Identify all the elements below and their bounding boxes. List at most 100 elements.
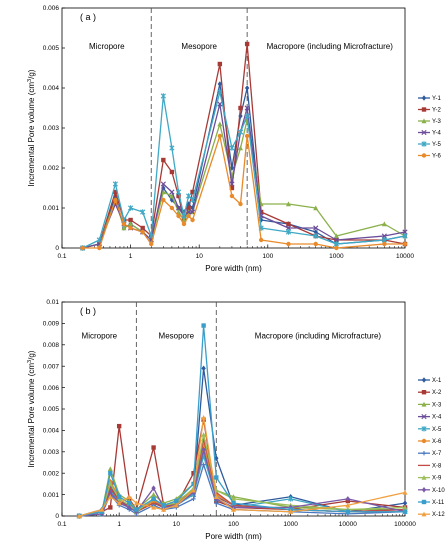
y-tick-label: 0.003	[43, 125, 60, 132]
data-point	[402, 504, 408, 510]
data-point	[231, 496, 236, 502]
data-point	[107, 481, 113, 487]
data-point	[176, 193, 181, 199]
x-tick-label: 100000	[394, 521, 416, 528]
data-point	[108, 505, 113, 510]
data-point	[238, 105, 243, 111]
x-tick-label: 10	[196, 253, 204, 260]
legend-label: X-10	[432, 488, 445, 494]
legend-entry: Y-6	[418, 153, 441, 160]
data-point	[99, 506, 105, 512]
y-tick-label: 0.006	[43, 5, 60, 12]
y-tick-label: 0.002	[43, 470, 60, 477]
data-point	[128, 217, 133, 223]
data-point	[381, 221, 387, 227]
y-tick-label: 0.005	[43, 406, 60, 413]
data-point	[217, 133, 223, 139]
data-point	[128, 221, 134, 227]
data-point	[229, 145, 235, 151]
data-point	[107, 466, 113, 472]
data-point	[217, 61, 223, 67]
legend-marker	[421, 401, 427, 407]
region-label: Micropore	[89, 42, 125, 51]
data-point	[244, 41, 250, 47]
panel-label: ( b )	[80, 306, 96, 316]
data-point	[173, 502, 179, 508]
legend-label: Y-1	[432, 96, 441, 102]
x-axis-label: Pore width (nm)	[205, 532, 262, 541]
data-point	[190, 217, 195, 223]
data-point	[313, 205, 319, 211]
data-point	[107, 494, 113, 499]
data-point	[238, 201, 243, 207]
data-point	[113, 197, 118, 203]
data-point	[286, 221, 291, 227]
data-point	[134, 507, 139, 512]
panel-label: ( a )	[80, 12, 96, 22]
data-point	[313, 225, 319, 231]
legend-label: Y-4	[432, 131, 441, 137]
data-point	[201, 323, 206, 328]
data-point	[186, 213, 191, 219]
legend-marker	[421, 118, 427, 124]
data-point	[140, 209, 146, 215]
data-point	[402, 233, 408, 239]
data-point	[217, 81, 223, 87]
legend-entry: X-7	[418, 451, 442, 457]
y-tick-label: 0	[55, 513, 59, 520]
legend-label: X-11	[432, 500, 445, 506]
legend-label: Y-3	[432, 119, 441, 125]
data-point	[140, 229, 145, 235]
data-point	[238, 113, 243, 119]
data-point	[201, 414, 207, 420]
y-axis-label: Incremental Pore volume (cm3/g)	[27, 350, 36, 467]
y-tick-label: 0.004	[43, 428, 60, 435]
region-label: Micropore	[82, 331, 118, 340]
data-point	[402, 229, 408, 235]
data-point	[402, 509, 408, 514]
data-point	[186, 205, 191, 211]
legend-marker	[421, 107, 427, 112]
legend-marker	[421, 451, 427, 456]
legend-entry: Y-5	[418, 141, 441, 148]
data-point	[229, 193, 235, 199]
x-tick-label: 1000	[283, 521, 298, 528]
x-axis-label: Pore width (nm)	[205, 264, 262, 273]
chart-panel-b: 0 0.001 0.002 0.003 0.004 0.005 0.006 0.007 0.00…	[27, 299, 445, 541]
legend-marker	[421, 487, 427, 493]
legend-marker	[421, 438, 427, 444]
data-point	[126, 494, 132, 499]
data-point	[175, 189, 182, 195]
y-tick-label: 0.008	[43, 342, 60, 349]
data-point	[151, 496, 156, 502]
data-point	[169, 189, 175, 195]
data-point	[161, 506, 167, 512]
legend-marker	[421, 377, 427, 383]
data-point	[116, 423, 122, 429]
legend-entry: X-1	[418, 377, 442, 384]
legend-entry: Y-3	[418, 118, 441, 125]
y-tick-label: 0.002	[43, 165, 60, 172]
data-point	[190, 189, 195, 195]
legend-entry: X-3	[418, 401, 442, 408]
data-point	[345, 509, 351, 514]
x-tick-label: 100	[228, 521, 239, 528]
data-point	[313, 233, 319, 239]
legend-entry: Y-4	[418, 129, 441, 137]
series-line	[82, 43, 406, 249]
legend-entry: Y-1	[418, 95, 441, 102]
series-line	[79, 416, 406, 517]
data-point	[382, 241, 387, 247]
data-point	[185, 193, 192, 199]
series-X-12	[76, 414, 408, 519]
legend-marker	[421, 499, 427, 505]
data-point	[285, 201, 291, 207]
y-tick-label: 0.006	[43, 385, 60, 392]
legend-marker	[421, 426, 427, 432]
data-point	[133, 500, 139, 506]
legend-label: X-4	[432, 415, 442, 421]
data-point	[285, 229, 292, 235]
data-point	[229, 185, 235, 191]
data-point	[116, 500, 122, 506]
legend-label: X-5	[432, 427, 442, 433]
